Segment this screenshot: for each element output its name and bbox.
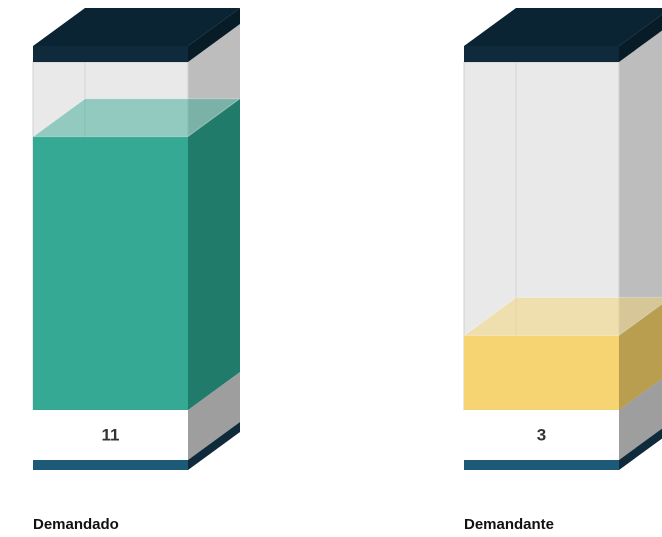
cap-top [464, 8, 662, 46]
category-label: Demandante [464, 516, 554, 533]
base-stripe [33, 460, 188, 470]
cap-top [33, 8, 240, 46]
base-stripe-side [619, 428, 662, 470]
liquid-top [31, 98, 242, 138]
liquid-side-shade [188, 98, 240, 411]
category-label: Demandado [33, 516, 119, 533]
value-label: 3 [537, 425, 546, 444]
base-front [464, 410, 619, 460]
base-front [33, 410, 188, 460]
base-stripe-side [188, 422, 240, 470]
liquid-front [33, 136, 188, 411]
liquid-side-shade [619, 304, 662, 410]
cap-front [33, 46, 188, 62]
base-side [188, 372, 240, 460]
value-label: 11 [102, 425, 120, 444]
liquid-side [188, 98, 240, 411]
base-side [619, 378, 662, 460]
cap-side [188, 8, 240, 62]
liquid-top [462, 296, 662, 336]
liquid-front [464, 335, 619, 410]
base-stripe [464, 460, 619, 470]
cap-side [619, 14, 662, 62]
liquid-side [619, 304, 662, 410]
cap-front [464, 46, 619, 62]
